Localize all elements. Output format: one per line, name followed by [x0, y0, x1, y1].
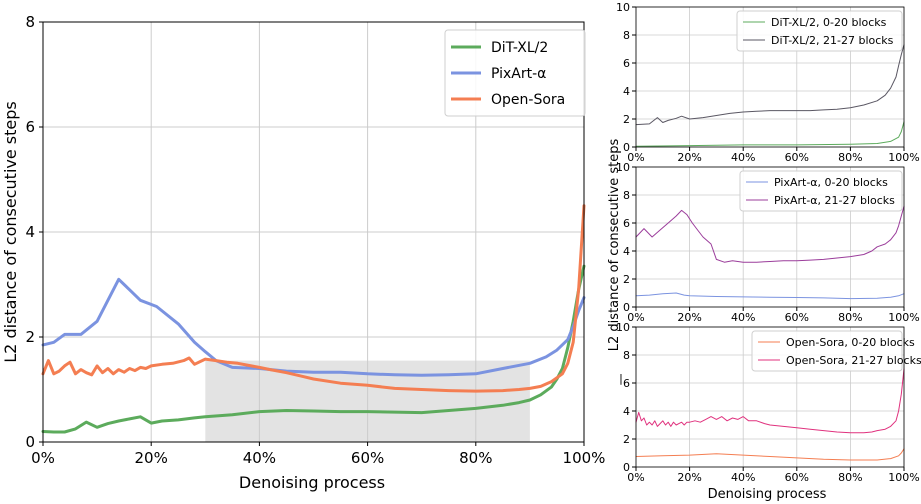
series-line-1 — [635, 121, 905, 147]
x-tick-label: 20% — [135, 449, 168, 467]
legend-box — [444, 29, 586, 117]
x-tick-label: 20% — [677, 311, 701, 324]
x-tick-label: 100% — [563, 449, 606, 467]
x-tick-label: 0% — [627, 311, 644, 324]
legend-label: DiT-XL/2, 0-20 blocks — [771, 16, 887, 29]
series-line-2 — [635, 44, 905, 126]
x-tick-label: 0% — [627, 471, 644, 484]
chart-panel-main: 0% 20% 40% 60% 80% 100% 0 2 4 6 8 DiT-XL/2 PixArt-α O… — [25, 13, 605, 467]
x-tick-label: 60% — [785, 311, 809, 324]
x-tick-label: 60% — [351, 449, 384, 467]
series-line-3 — [41, 204, 586, 393]
x-tick-label: 0% — [31, 449, 55, 467]
legend-box — [736, 10, 903, 52]
y-tick-label: 0 — [623, 141, 630, 154]
y-tick-label: 0 — [623, 301, 630, 314]
y-tick-label: 4 — [623, 405, 630, 418]
legend-label: Open-Sora, 0-20 blocks — [786, 336, 915, 349]
stray-tick-mark: | — [619, 372, 623, 385]
main-x-axis-label: Denoising process — [239, 473, 385, 492]
series-line-2 — [635, 205, 905, 263]
x-tick-label: 80% — [459, 449, 492, 467]
y-tick-label: 2 — [25, 328, 35, 346]
x-tick-label: 60% — [785, 151, 809, 164]
x-tick-label: 100% — [888, 311, 919, 324]
chart-panel-small-3: 0% 20% 40% 60% 80% 100% 0 2 4 6 8 10 Open-Sora, 0-20… — [616, 321, 921, 484]
series-line-1 — [635, 292, 905, 300]
y-tick-label: 10 — [616, 161, 630, 174]
y-tick-label: 8 — [25, 13, 35, 31]
y-tick-label: 6 — [623, 57, 630, 70]
x-tick-label: 80% — [838, 471, 862, 484]
y-tick-label: 8 — [623, 349, 630, 362]
legend-box — [751, 330, 903, 372]
series-line-2 — [635, 368, 905, 434]
x-tick-label: 40% — [731, 151, 755, 164]
legend-label: Open-Sora — [491, 92, 565, 108]
axes-frame — [635, 166, 905, 308]
axes-frame — [635, 326, 905, 468]
x-tick-label: 80% — [838, 151, 862, 164]
x-tick-label: 20% — [677, 151, 701, 164]
legend-label: PixArt-α — [491, 66, 546, 82]
x-tick-label: 60% — [785, 471, 809, 484]
y-tick-label: 6 — [623, 217, 630, 230]
x-tick-label: 40% — [731, 471, 755, 484]
y-tick-label: 4 — [623, 85, 630, 98]
x-tick-label: 100% — [888, 471, 919, 484]
legend-label: DiT-XL/2, 21-27 blocks — [771, 34, 894, 47]
x-tick-label: 0% — [627, 151, 644, 164]
x-tick-label: 100% — [888, 151, 919, 164]
small-y-axis-label: L2 distance of consecutive steps — [607, 139, 622, 352]
x-tick-label: 40% — [243, 449, 276, 467]
legend-label: DiT-XL/2 — [491, 40, 548, 56]
y-tick-label: 0 — [25, 433, 35, 451]
y-tick-label: 10 — [616, 1, 630, 14]
y-tick-label: 6 — [623, 377, 630, 390]
y-tick-label: 0 — [623, 461, 630, 474]
legend-label: PixArt-α, 21-27 blocks — [774, 194, 895, 207]
y-tick-label: 2 — [623, 273, 630, 286]
legend-label: PixArt-α, 0-20 blocks — [774, 176, 888, 189]
main-y-axis-label: L2 distance of consecutive steps — [1, 101, 20, 362]
y-tick-label: 8 — [623, 189, 630, 202]
legend-box — [739, 170, 903, 212]
x-tick-label: 40% — [731, 311, 755, 324]
y-tick-label: 4 — [623, 245, 630, 258]
small-x-axis-label: Denoising process — [708, 487, 827, 502]
y-tick-label: 2 — [623, 113, 630, 126]
axes-frame — [635, 6, 905, 148]
series-line-1 — [635, 448, 905, 461]
chart-panel-small-1: 0% 20% 40% 60% 80% 100% 0 2 4 6 8 10 DiT-XL/2, 0-20 … — [616, 1, 920, 164]
y-tick-label: 4 — [25, 223, 35, 241]
y-tick-label: 8 — [623, 29, 630, 42]
y-tick-label: 10 — [616, 321, 630, 334]
chart-panel-small-2: 0% 20% 40% 60% 80% 100% 0 2 4 6 8 10 PixArt-α, 0-20 … — [616, 161, 920, 324]
series-line-1 — [41, 264, 586, 434]
legend-label: Open-Sora, 21-27 blocks — [786, 354, 921, 367]
x-tick-label: 80% — [838, 311, 862, 324]
y-tick-label: 6 — [25, 118, 35, 136]
y-tick-label: 2 — [623, 433, 630, 446]
x-tick-label: 20% — [677, 471, 701, 484]
chart-panels: 0% 20% 40% 60% 80% 100%02468DiT-XL/2PixArt-αO… — [25, 1, 921, 484]
